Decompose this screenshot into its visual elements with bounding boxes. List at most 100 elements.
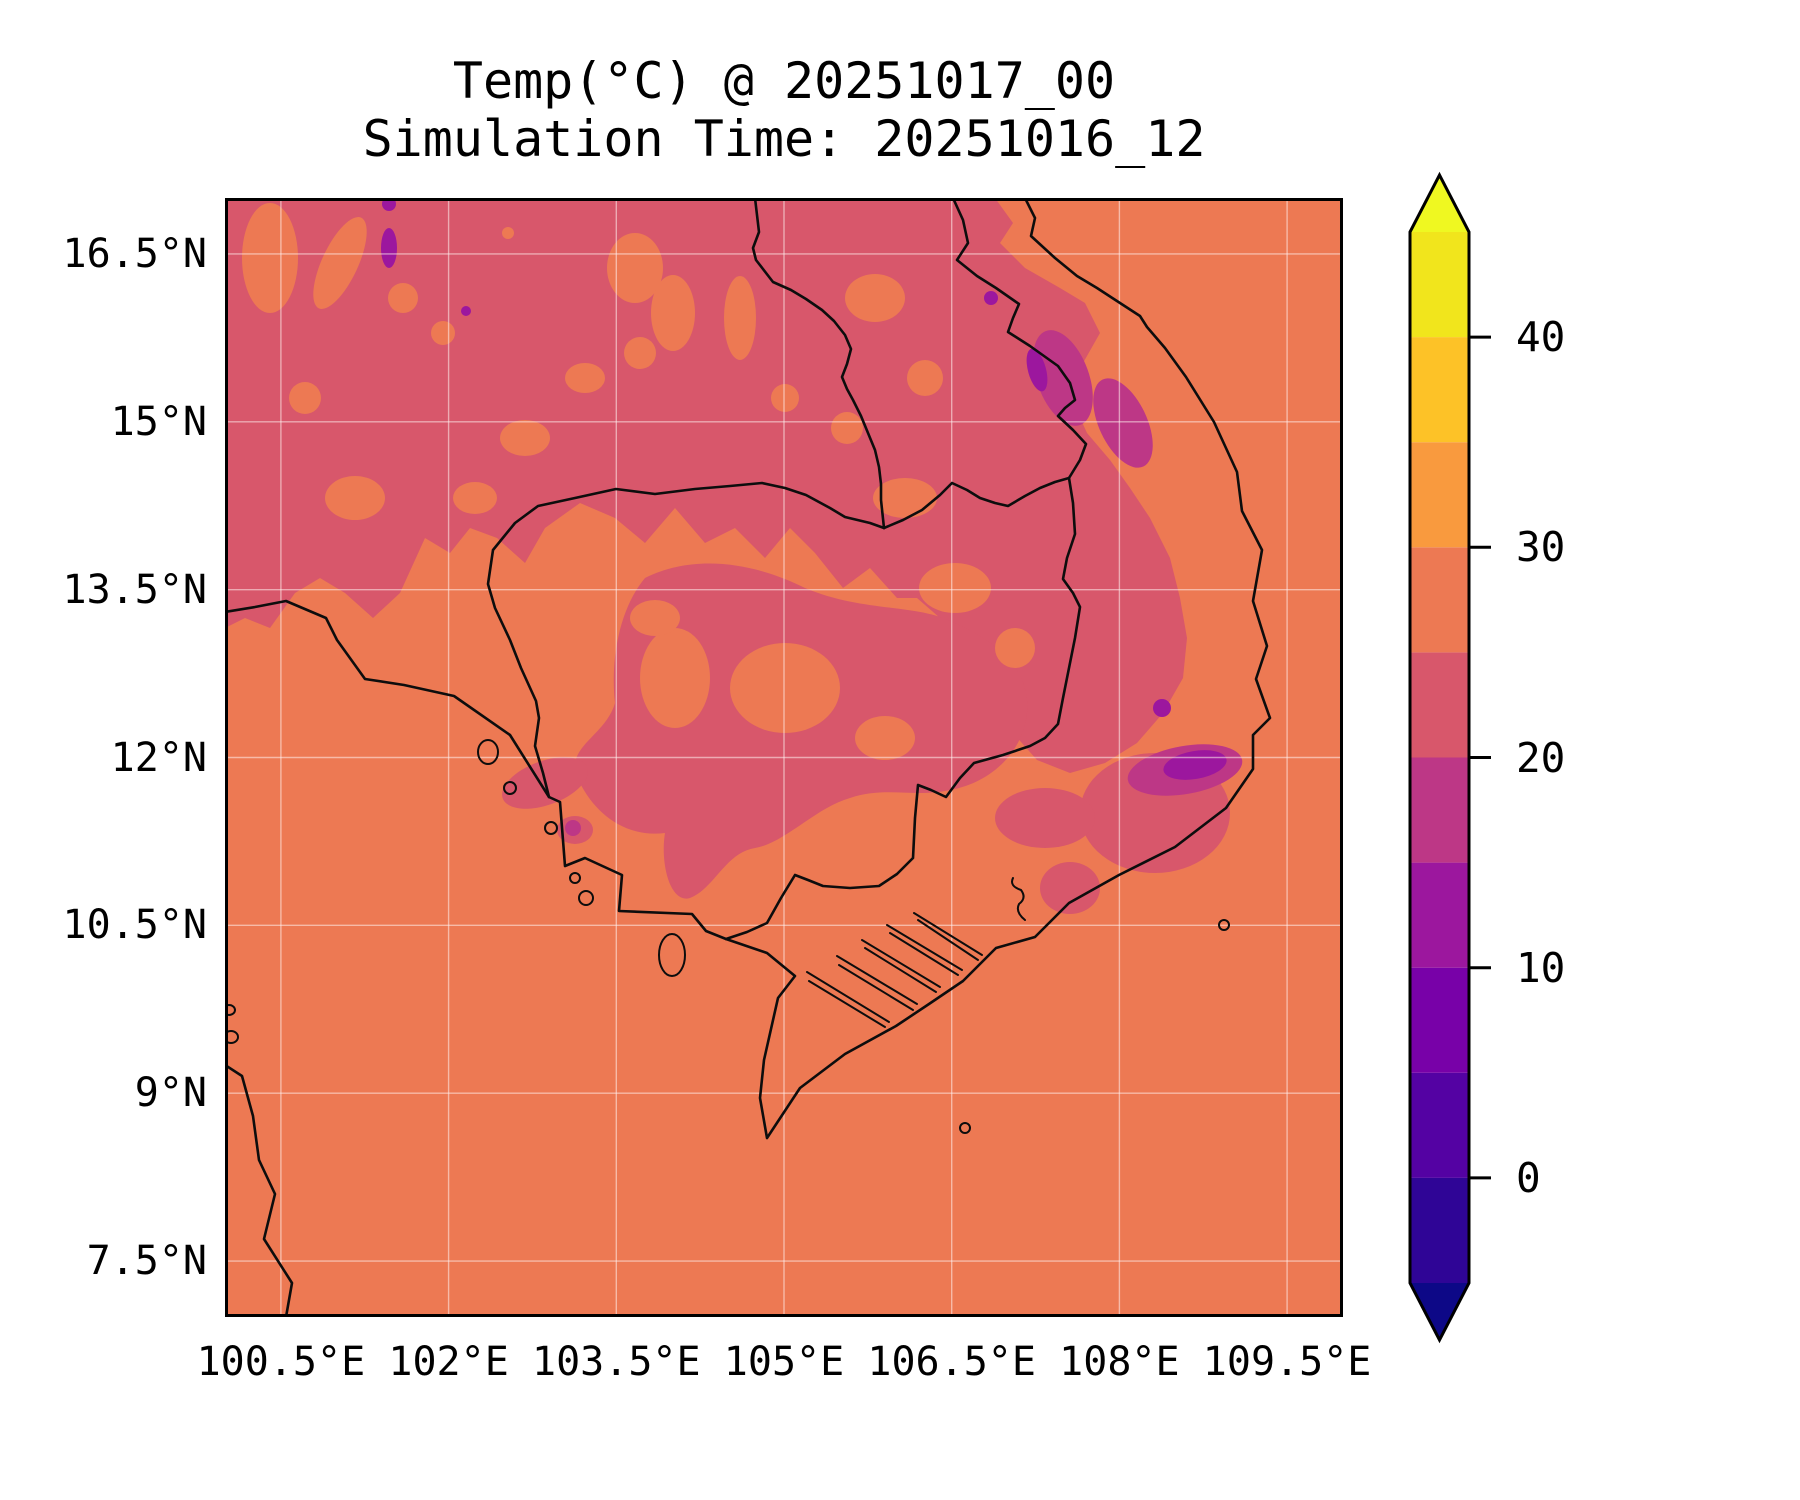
x-tick-label: 109.5°E — [1202, 1339, 1372, 1385]
y-tick-label: 15°N — [110, 398, 207, 445]
coastal-peak-pocket — [565, 820, 581, 836]
colorbar-segment-40-45 — [1410, 232, 1469, 338]
nw-peak-pocket — [382, 198, 396, 211]
cambodia-vietnam-border — [724, 476, 1082, 941]
lowland-pocket — [855, 716, 915, 760]
colorbar-tick-label: 40 — [1516, 313, 1566, 362]
axes-frame — [225, 198, 1343, 1317]
islands — [225, 739, 1230, 1134]
plot-title: Temp(°C) @ 20251017_00 — [452, 52, 1116, 110]
ko-phangan-island — [225, 1004, 236, 1016]
plot-title-block: Temp(°C) @ 20251017_00 Simulation Time: … — [225, 52, 1343, 168]
valley-pocket — [325, 476, 385, 520]
tonle-sap-pocket — [640, 628, 710, 728]
valley-pocket — [565, 363, 605, 393]
north-highlands-blob — [225, 198, 1187, 773]
x-tick-label: 102°E — [388, 1339, 509, 1385]
koh-rong-island — [578, 890, 594, 906]
island — [544, 821, 558, 835]
colorbar-tick-label: 10 — [1516, 943, 1566, 992]
ko-samui-island — [225, 1030, 239, 1044]
valley-pocket — [845, 274, 905, 322]
colorbar — [1408, 171, 1491, 1344]
colorbar-tick-label: 30 — [1516, 523, 1566, 572]
valley-pocket — [453, 482, 497, 514]
valley-pocket — [242, 203, 298, 313]
x-tick-label: 103.5°E — [532, 1339, 701, 1385]
vietnam-gulf-coastline — [225, 198, 1272, 1140]
colorbar-segment-35-40 — [1410, 337, 1469, 443]
mekong-thai-lao-border — [751, 198, 886, 530]
valley-pocket — [724, 276, 756, 360]
map-canvas — [225, 198, 1343, 1317]
y-tick-label: 7.5°N — [86, 1238, 207, 1285]
x-tick-label: 108°E — [1059, 1339, 1180, 1385]
phu-quoc-island — [658, 933, 686, 977]
valley-pocket — [771, 384, 799, 412]
annamite-peak-pocket — [1026, 348, 1048, 392]
phu-quy-island — [1218, 919, 1230, 931]
valley-pocket — [289, 382, 321, 414]
colorbar-segment-25-30 — [1410, 547, 1469, 653]
mekong-delta-channels — [806, 912, 983, 1028]
annamite-peak-pocket — [984, 291, 998, 305]
valley-pocket — [431, 321, 455, 345]
valley-pocket — [500, 420, 550, 456]
colorbar-segment-10-15 — [1410, 862, 1469, 968]
tonle-sap-pocket — [730, 643, 840, 733]
y-tick-label: 12°N — [110, 734, 207, 781]
valley-pocket — [995, 628, 1035, 668]
colorbar-segment-0-5 — [1410, 1072, 1469, 1178]
plateau-peak-pocket — [1153, 699, 1171, 717]
lowland-pocket — [630, 600, 680, 636]
x-tick-label: 105°E — [723, 1339, 845, 1385]
colorbar-segment-5-10 — [1410, 967, 1469, 1073]
colorbar-segment-20-25 — [1410, 652, 1469, 758]
colorbar-over-arrow — [1410, 175, 1469, 232]
valley-pocket — [919, 563, 991, 613]
colorbar-segment--5-0 — [1410, 1177, 1469, 1283]
south-highlands-lower-lobe — [1040, 862, 1100, 914]
annamite-cold-pocket — [1093, 378, 1153, 468]
y-tick-label: 9°N — [134, 1070, 207, 1117]
colorbar-under-arrow — [1410, 1283, 1469, 1340]
colorbar-segment-15-20 — [1410, 757, 1469, 863]
colorbar-tick-label: 0 — [1516, 1153, 1541, 1202]
valley-pocket — [831, 412, 863, 444]
y-tick-label: 13.5°N — [62, 566, 208, 613]
valley-pocket — [607, 233, 663, 303]
con-dao-island — [959, 1122, 971, 1134]
valley-pocket — [388, 283, 418, 313]
plot-subtitle: Simulation Time: 20251016_12 — [362, 110, 1206, 168]
ko-chang-island — [477, 739, 499, 765]
island — [569, 872, 581, 884]
valley-pocket — [313, 217, 367, 309]
valley-pocket — [624, 337, 656, 369]
graticule — [225, 198, 1343, 1317]
valley-pocket — [873, 478, 937, 518]
colorbar-tick-label: 20 — [1516, 733, 1566, 782]
field-25-30-pockets — [242, 203, 1035, 760]
valley-pocket — [907, 360, 943, 396]
y-tick-label: 16.5°N — [62, 230, 208, 277]
south-highlands-west-lobe — [995, 788, 1095, 848]
thai-cambodia-border — [486, 481, 886, 799]
y-tick-label: 10.5°N — [62, 902, 208, 949]
nw-peak-pocket — [381, 228, 397, 268]
valley-pocket — [651, 275, 695, 351]
saigon-river-squiggle — [1011, 877, 1026, 921]
lao-cambodia-border — [882, 476, 1071, 530]
x-tick-label: 100.5°E — [196, 1339, 366, 1385]
lao-vietnam-border — [951, 198, 1088, 480]
colorbar-outline — [1408, 171, 1471, 1344]
x-tick-label: 106.5°E — [867, 1339, 1036, 1385]
colorbar-segment-30-35 — [1410, 442, 1469, 548]
ko-kut-island — [503, 781, 517, 795]
annamite-cold-pocket — [1033, 330, 1093, 426]
coastlines-borders — [225, 198, 1272, 1317]
nw-peak-pocket — [461, 306, 471, 316]
thai-peninsula-coastline — [225, 1063, 294, 1317]
temperature-field — [225, 198, 1343, 1317]
valley-pocket — [502, 227, 514, 239]
